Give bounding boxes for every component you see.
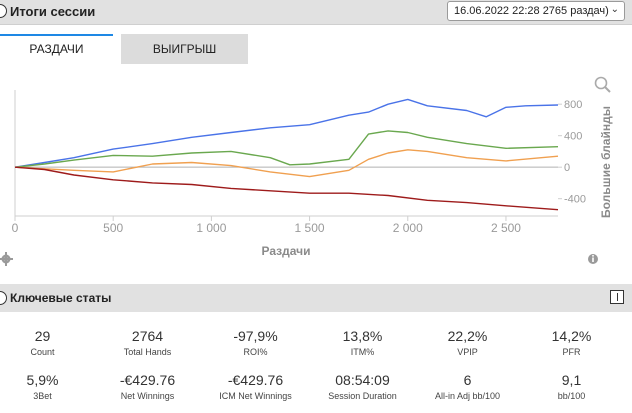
layout-icon[interactable] (610, 290, 624, 304)
tab-winnings[interactable]: ВЫИГРЫШ (121, 34, 248, 64)
stat-label: Session Duration (328, 391, 397, 401)
x-tick-labels: 0 500 1 000 1 500 2 000 2 500 (12, 216, 521, 235)
stat-label: bb/100 (557, 391, 586, 401)
stat-session-duration: 08:54:09 Session Duration (310, 372, 415, 401)
x-tick-label: 1 000 (196, 221, 226, 235)
x-tick-label: 0 (12, 221, 19, 235)
x-tick-label: 1 500 (295, 221, 325, 235)
stat-pfr: 14,2% PFR (519, 328, 624, 357)
series-line-2 (14, 149, 559, 178)
session-dropdown[interactable]: 16.06.2022 22:28 2765 раздач) ⌄ (447, 1, 625, 21)
y-tick-label: 800 (564, 99, 582, 111)
stat-vpip: 22,2% VPIP (415, 328, 520, 357)
stat-3bet: 5,9% 3Bet (0, 372, 95, 401)
chart-grid (14, 90, 558, 217)
session-summary-title: Итоги сессии (10, 4, 96, 19)
stat-label: 3Bet (33, 391, 52, 401)
stat-label: PFR (562, 347, 581, 357)
gear-icon[interactable] (0, 252, 13, 266)
tab-hands[interactable]: РАЗДАЧИ (0, 34, 113, 64)
series-line-3 (14, 166, 559, 211)
key-stats-title: Ключевые статы (10, 291, 112, 305)
stat-label: ROI% (243, 347, 268, 357)
series-line-0 (14, 98, 559, 168)
y-axis-label: Большие блайнды (599, 106, 613, 218)
stat-label: Count (30, 347, 55, 357)
collapse-icon[interactable] (0, 4, 7, 18)
stat-value: -97,9% (233, 328, 278, 344)
stat-label: ICM Net Winnings (219, 391, 292, 401)
zoom-icon[interactable] (594, 76, 611, 93)
stat-allin-adj: 6 All-in Adj bb/100 (415, 372, 520, 401)
stat-roi: -97,9% ROI% (203, 328, 308, 357)
stat-label: All-in Adj bb/100 (434, 391, 501, 401)
x-axis-label: Раздачи (262, 244, 311, 258)
x-tick-label: 2 500 (491, 221, 521, 235)
stat-bb100: 9,1 bb/100 (519, 372, 624, 401)
stat-label: Net Winnings (120, 391, 175, 401)
stat-itm: 13,8% ITM% (310, 328, 415, 357)
x-tick-label: 2 000 (393, 221, 423, 235)
stat-icm-net-winnings: -€429.76 ICM Net Winnings (203, 372, 308, 401)
stat-value: 22,2% (447, 328, 488, 344)
y-tick-label: -400 (564, 194, 586, 206)
stat-value: -€429.76 (119, 372, 176, 388)
y-tick-label: 400 (564, 131, 582, 143)
graph-chart: 0 500 1 000 1 500 2 000 2 500 800 400 0 -400 Раз… (0, 76, 613, 266)
stat-value: 5,9% (26, 372, 59, 388)
stat-label: VPIP (457, 347, 478, 357)
stat-value: 08:54:09 (335, 372, 390, 388)
series-line-1 (14, 130, 559, 168)
info-icon[interactable] (588, 254, 598, 264)
stat-label: ITM% (350, 347, 375, 357)
stat-label: Total Hands (123, 347, 172, 357)
stat-value: 6 (463, 372, 472, 388)
chart-area: 0 500 1 000 1 500 2 000 2 500 800 400 0 -400 Раз… (0, 64, 632, 282)
y-tick-labels: 800 400 0 -400 (558, 99, 586, 206)
stat-value: -€429.76 (227, 372, 284, 388)
chevron-down-icon: ⌄ (610, 4, 619, 15)
session-summary-header: Итоги сессии 16.06.2022 22:28 2765 разда… (0, 0, 632, 25)
stat-net-winnings: -€429.76 Net Winnings (95, 372, 200, 401)
stat-value: 2764 (131, 328, 164, 344)
stat-value: 9,1 (561, 372, 582, 388)
key-stats-header: Ключевые статы (0, 284, 632, 312)
y-tick-label: 0 (564, 162, 570, 174)
stat-value: 13,8% (342, 328, 383, 344)
stat-count: 29 Count (0, 328, 95, 357)
chart-series (14, 98, 559, 211)
stat-total-hands: 2764 Total Hands (95, 328, 200, 357)
session-dropdown-value: 16.06.2022 22:28 2765 раздач) (454, 5, 609, 17)
stat-value: 14,2% (551, 328, 592, 344)
stat-value: 29 (34, 328, 51, 344)
collapse-icon[interactable] (0, 291, 7, 305)
tab-bar: РАЗДАЧИ ВЫИГРЫШ (0, 34, 632, 64)
x-tick-label: 500 (103, 221, 123, 235)
